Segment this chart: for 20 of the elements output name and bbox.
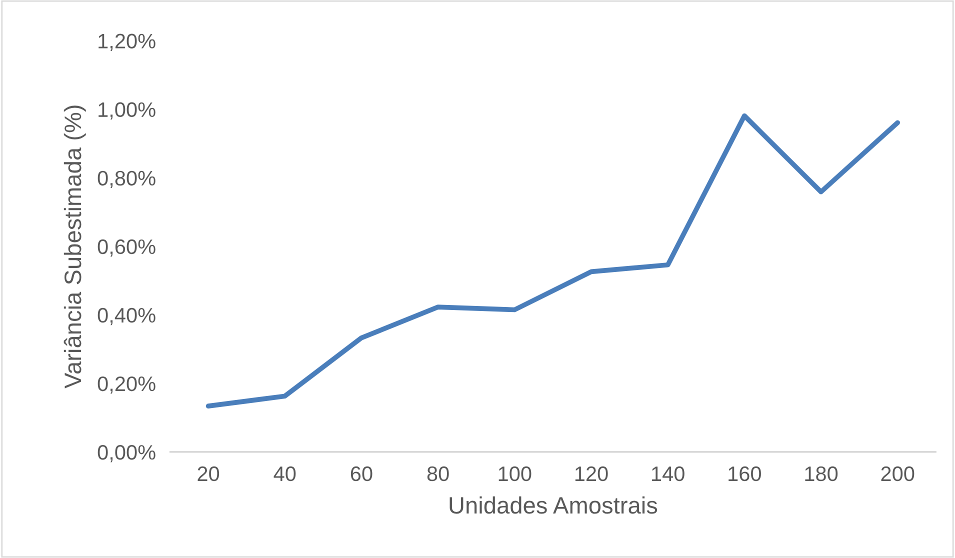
y-tick-label: 0,80% [98, 170, 156, 188]
y-tick-label: 1,00% [98, 102, 156, 120]
x-tick-label: 100 [498, 466, 532, 482]
x-tick-label: 20 [198, 466, 220, 482]
x-tick-label: 180 [805, 466, 838, 482]
line-series [206, 113, 900, 408]
y-tick-label: 0,20% [98, 376, 156, 394]
y-tick-label: 0,00% [98, 444, 156, 462]
y-tick-label: 1,20% [98, 34, 156, 51]
y-axis-title: Variância Subestimada (%) [64, 106, 86, 388]
x-tick-label: 40 [274, 466, 296, 482]
x-tick-label: 160 [728, 466, 761, 482]
x-tick-label: 80 [427, 466, 449, 482]
y-tick-label: 0,60% [98, 239, 156, 257]
y-tick-label: 0,40% [98, 308, 156, 326]
x-tick-label: 140 [652, 466, 684, 482]
x-tick-label: 200 [881, 466, 914, 482]
x-tick-label: 120 [575, 466, 608, 482]
x-axis-title: Unidades Amostrais [450, 496, 658, 514]
x-tick-label: 60 [350, 466, 372, 482]
